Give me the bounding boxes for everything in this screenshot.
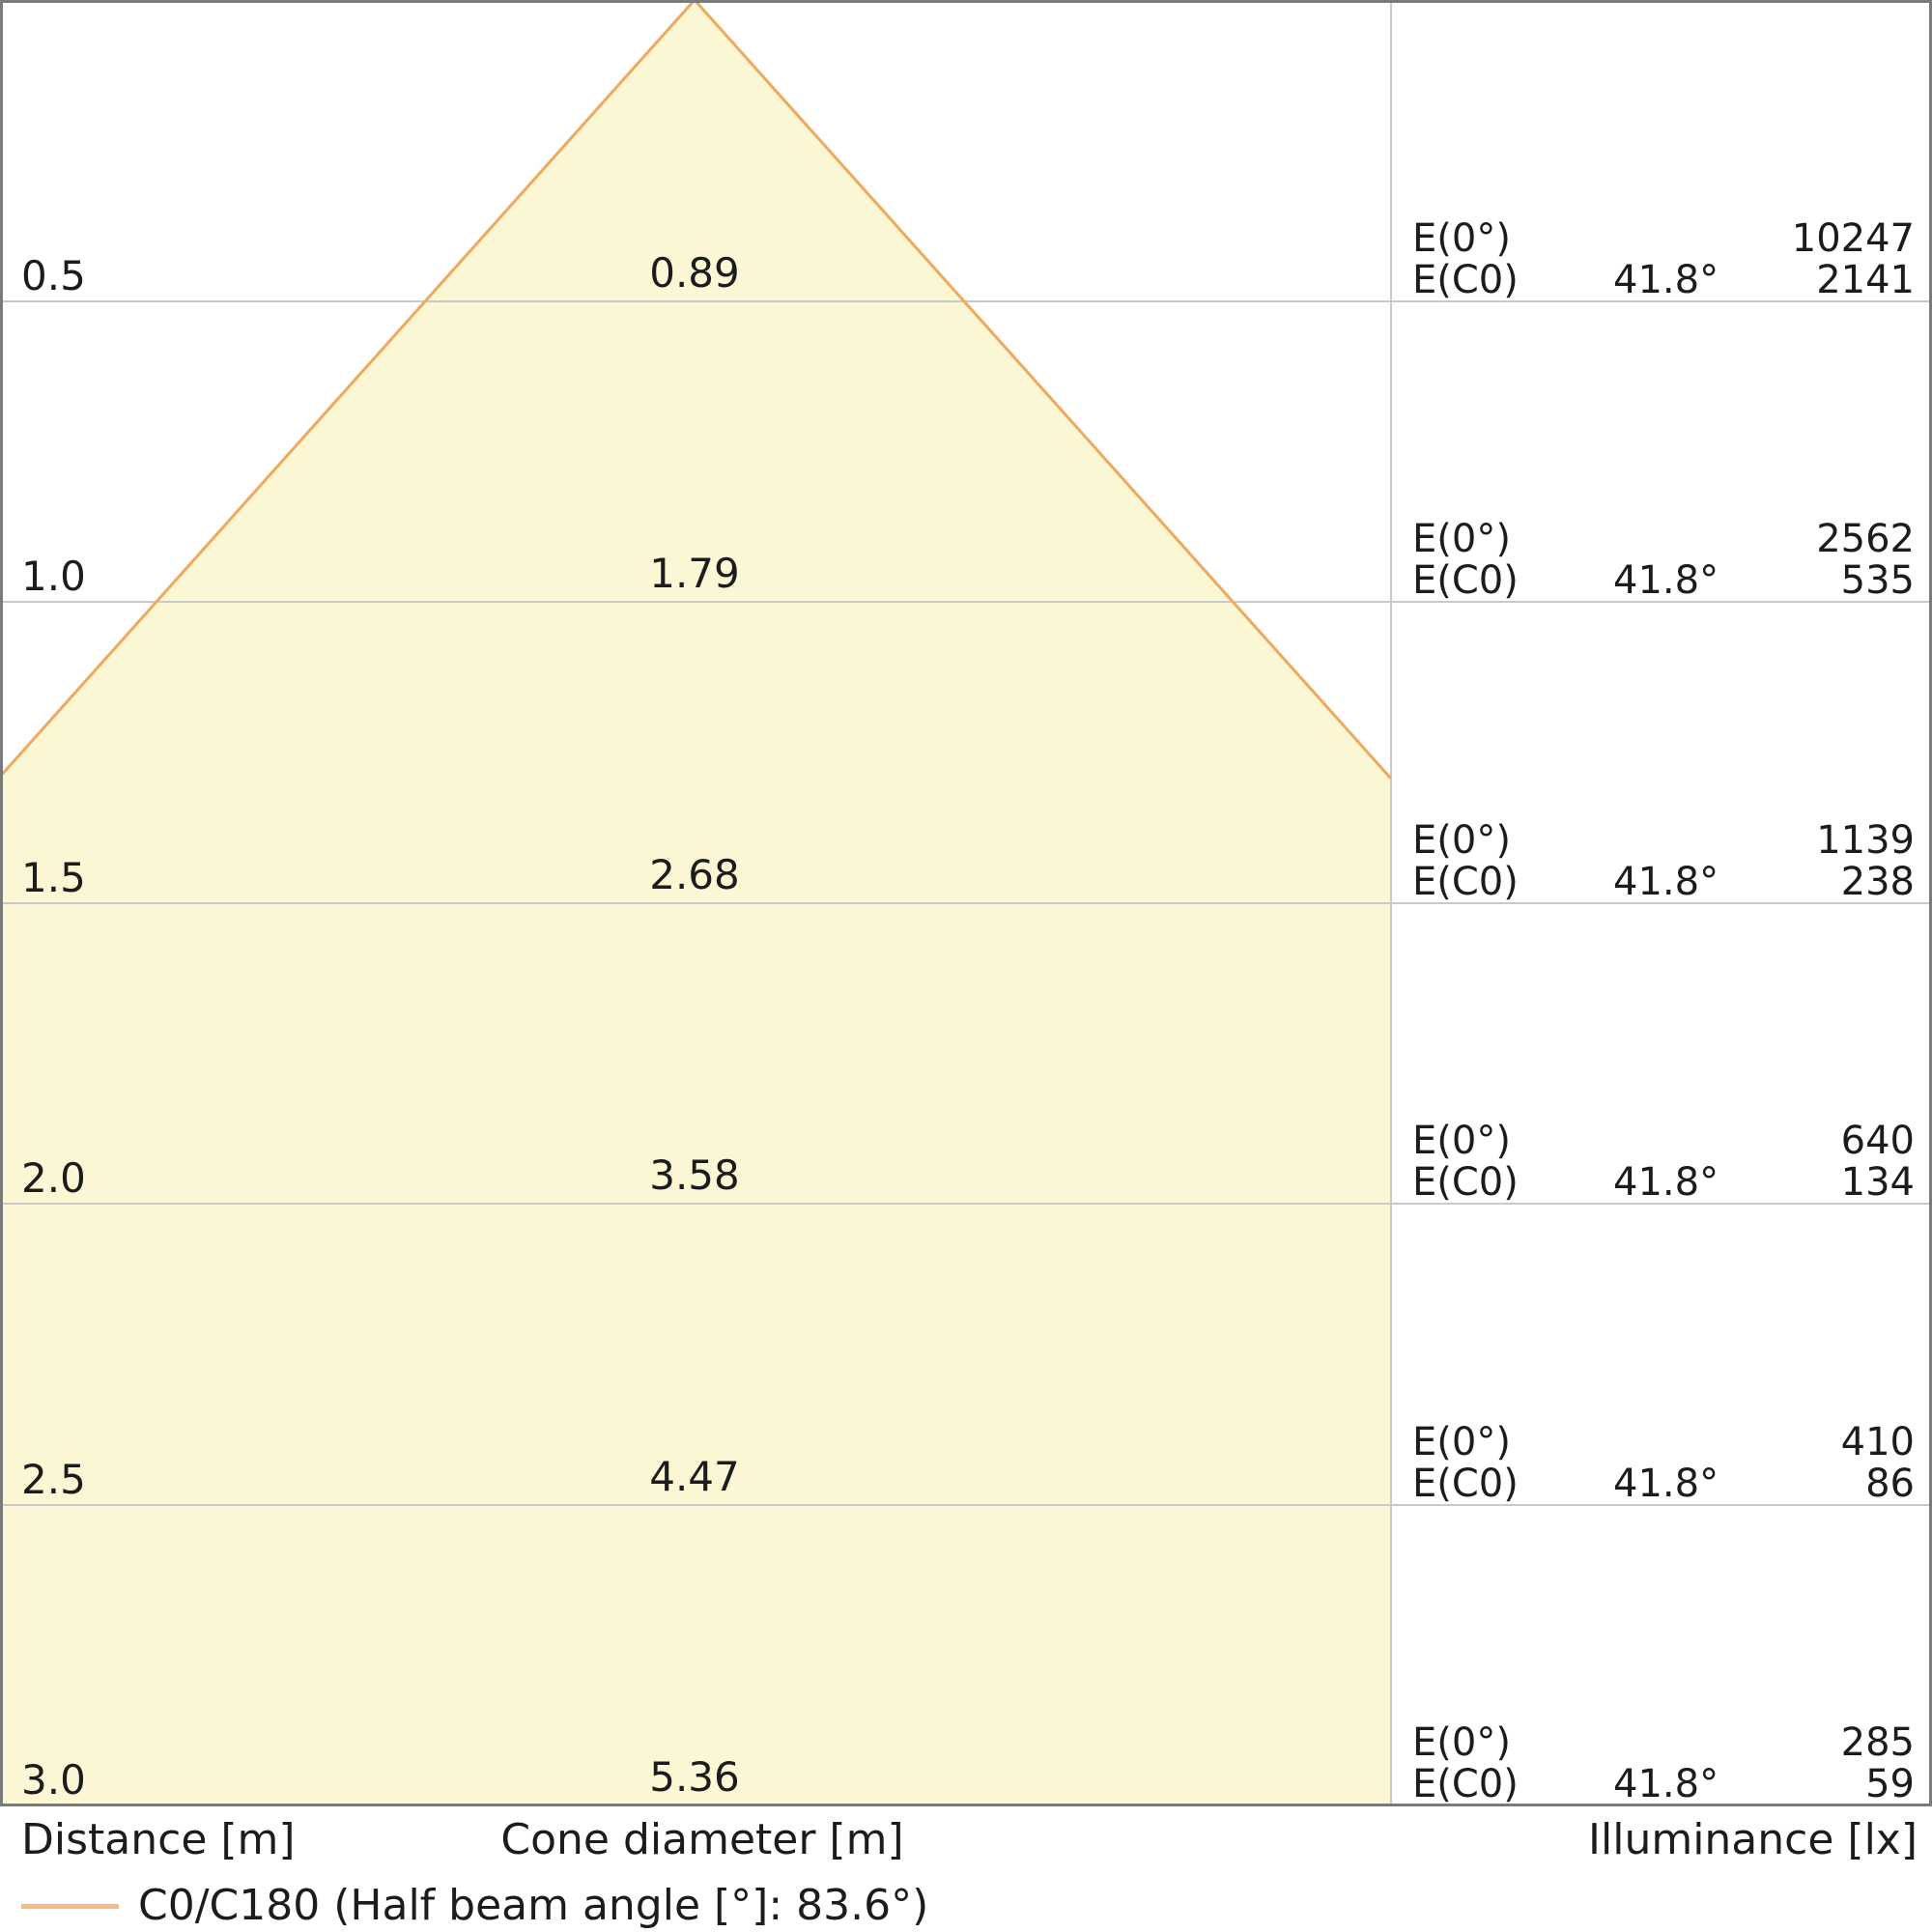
beam-angle-value: 41.8° xyxy=(1613,1160,1719,1205)
cone-diameter-label: 4.47 xyxy=(649,1453,740,1500)
cone-chart-svg: 0.5 0.89 E(0°) 10247 E(C0) 41.8° 2141 1.… xyxy=(0,0,1932,1809)
cone-edge-left xyxy=(0,0,696,778)
distance-label: 0.5 xyxy=(21,252,86,299)
e0-label: E(0°) xyxy=(1412,216,1511,261)
ec0-value: 535 xyxy=(1841,558,1915,603)
ec0-value: 2141 xyxy=(1816,258,1915,302)
e0-value: 640 xyxy=(1841,1119,1915,1163)
legend-label: C0/C180 (Half beam angle [°]: 83.6°) xyxy=(138,1881,929,1930)
legend: C0/C180 (Half beam angle [°]: 83.6°) xyxy=(21,1880,928,1932)
cone-diameter-label: 0.89 xyxy=(649,249,740,297)
e0-label: E(0°) xyxy=(1412,1420,1511,1464)
cone-diameter-label: 3.58 xyxy=(649,1151,740,1199)
beam-angle-value: 41.8° xyxy=(1613,860,1719,904)
e0-value: 2562 xyxy=(1816,517,1915,561)
cone-edge-right xyxy=(693,0,1393,781)
e0-value: 285 xyxy=(1841,1720,1915,1765)
c0-c180-line-swatch xyxy=(21,1903,119,1909)
beam-angle-value: 41.8° xyxy=(1613,1462,1719,1506)
ec0-value: 59 xyxy=(1865,1762,1915,1806)
e0-label: E(0°) xyxy=(1412,1119,1511,1163)
e0-value: 1139 xyxy=(1816,818,1915,863)
ec0-label: E(C0) xyxy=(1412,258,1519,302)
beam-angle-value: 41.8° xyxy=(1613,258,1719,302)
ec0-value: 238 xyxy=(1841,860,1915,904)
distance-label: 3.0 xyxy=(21,1756,86,1804)
ec0-label: E(C0) xyxy=(1412,860,1519,904)
e0-value: 10247 xyxy=(1792,216,1915,261)
cone-diameter-label: 2.68 xyxy=(649,851,740,898)
cone-diameter-axis-title: Cone diameter [m] xyxy=(500,1815,904,1864)
ec0-value: 86 xyxy=(1865,1462,1915,1506)
e0-value: 410 xyxy=(1841,1420,1915,1464)
e0-label: E(0°) xyxy=(1412,818,1511,863)
distance-axis-title: Distance [m] xyxy=(21,1815,296,1864)
beam-angle-value: 41.8° xyxy=(1613,558,1719,603)
distance-label: 2.5 xyxy=(21,1456,86,1503)
cone-diameter-label: 1.79 xyxy=(649,550,740,597)
distance-label: 1.0 xyxy=(21,553,86,600)
ec0-label: E(C0) xyxy=(1412,1160,1519,1205)
ec0-label: E(C0) xyxy=(1412,558,1519,603)
cone-diameter-label: 5.36 xyxy=(649,1753,740,1801)
ec0-value: 134 xyxy=(1841,1160,1915,1205)
ec0-label: E(C0) xyxy=(1412,1462,1519,1506)
illuminance-axis-title: Illuminance [lx] xyxy=(1588,1815,1918,1864)
e0-label: E(0°) xyxy=(1412,1720,1511,1765)
distance-label: 2.0 xyxy=(21,1154,86,1202)
ec0-label: E(C0) xyxy=(1412,1762,1519,1806)
e0-label: E(0°) xyxy=(1412,517,1511,561)
distance-label: 1.5 xyxy=(21,854,86,901)
beam-angle-value: 41.8° xyxy=(1613,1762,1719,1806)
